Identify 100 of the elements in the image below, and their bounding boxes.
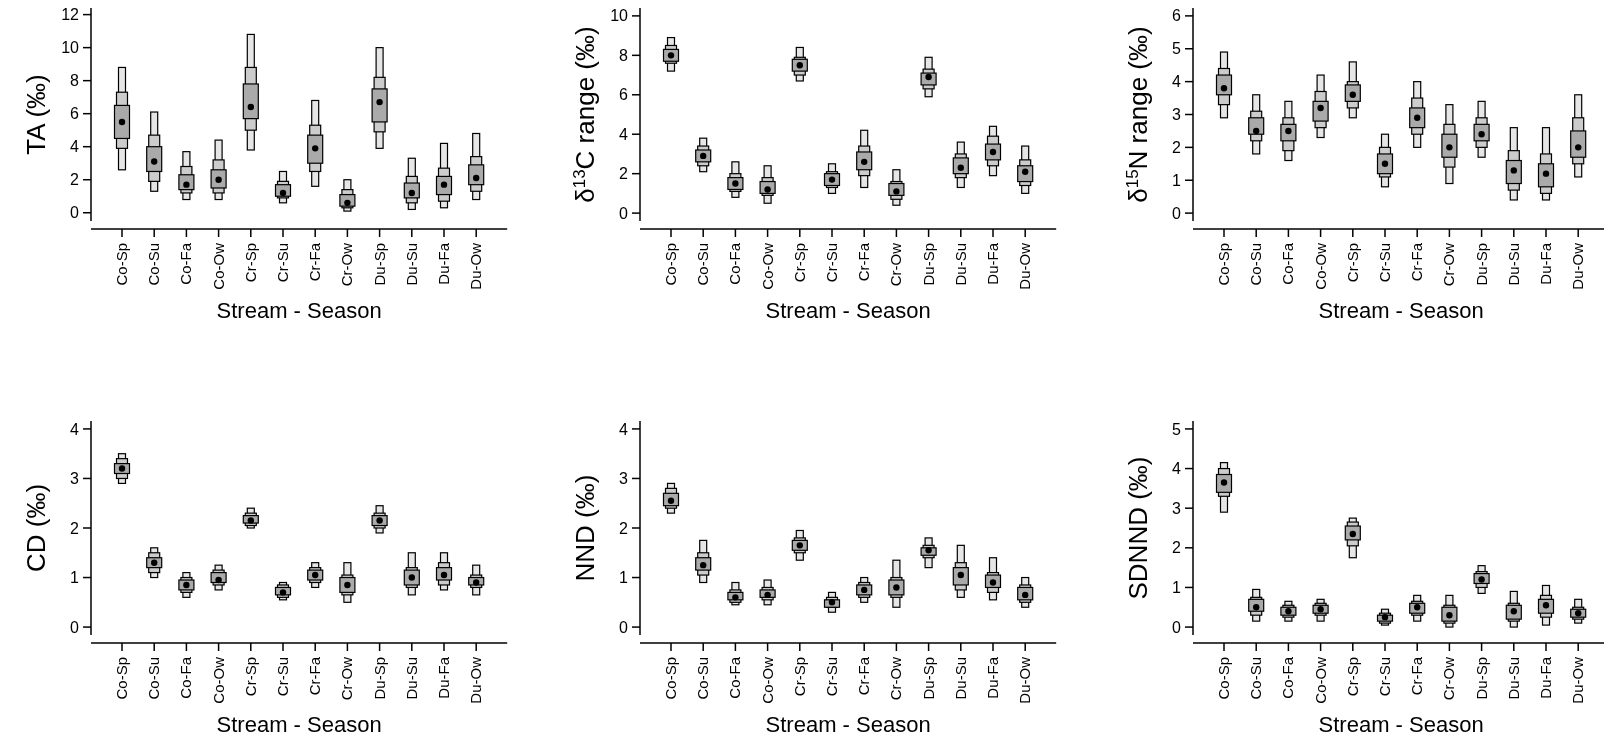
x-tick-label: Du-Fa [435,656,452,699]
y-tick-label: 8 [70,72,80,90]
x-tick-label: Du-Fa [984,242,1001,285]
y-axis-title: TA (‰) [21,74,51,155]
y-tick-label: 1 [1172,579,1182,597]
x-tick-label: Co-Ow [209,242,227,290]
x-tick-label: Cr-Fa [1408,656,1426,696]
x-tick-label: Du-Su [951,243,969,286]
y-tick-label: 4 [619,420,629,438]
x-tick-label: Du-Fa [435,242,452,285]
y-tick-label: 2 [619,519,629,537]
x-tick-label: Co-Ow [758,656,776,704]
x-tick-label: Du-Sp [370,243,388,286]
x-tick-label: Du-Fa [984,656,1001,699]
x-tick-label: Cr-Ow [887,656,905,701]
x-tick-label: Cr-Su [274,657,291,697]
x-tick-label: Cr-Su [823,243,840,283]
x-tick-label: Co-Su [694,657,712,700]
x-axis-title: Stream - Season [765,298,931,323]
x-tick-label: Cr-Ow [338,656,356,701]
x-tick-label: Co-Ow [209,656,227,704]
y-tick-label: 0 [1172,618,1182,636]
x-tick-label: Co-Ow [1311,656,1329,704]
x-tick-label: Du-Ow [1569,242,1587,290]
x-tick-label: Cr-Su [823,657,840,697]
y-tick-label: 2 [619,165,629,183]
x-tick-label: Du-Su [402,243,420,286]
x-tick-label: Cr-Sp [241,243,259,283]
y-tick-label: 1 [70,569,80,587]
x-tick-label: Cr-Sp [790,657,808,697]
y-tick-label: 5 [1172,420,1182,438]
y-tick-label: 4 [1172,73,1182,91]
x-tick-label: Co-Fa [1279,242,1297,285]
y-tick-label: 0 [619,204,629,222]
y-tick-label: 0 [1172,204,1182,222]
x-tick-label: Co-Su [1247,657,1265,700]
x-tick-label: Co-Ow [758,242,776,290]
x-tick-label: Du-Ow [1016,242,1034,290]
y-tick-label: 0 [70,618,80,636]
y-tick-label: 0 [619,618,629,636]
x-axis-title: Stream - Season [765,712,931,737]
y-tick-label: 2 [1172,539,1182,557]
x-tick-label: Cr-Su [1376,243,1393,283]
y-tick-label: 10 [61,39,80,57]
x-tick-label: Cr-Fa [855,242,873,282]
x-tick-label: Du-Ow [467,242,485,290]
y-tick-label: 3 [619,470,629,488]
x-axis-title: Stream - Season [1318,298,1484,323]
y-tick-label: 2 [70,171,80,189]
x-tick-label: Co-Sp [113,657,130,700]
x-tick-label: Du-Sp [370,657,388,700]
y-tick-label: 8 [619,46,629,64]
x-tick-label: Cr-Fa [306,242,324,282]
x-tick-label: Cr-Ow [338,242,356,287]
x-tick-label: Du-Fa [1537,656,1554,699]
y-tick-label: 5 [1172,40,1182,58]
x-tick-label: Cr-Ow [1440,242,1458,287]
y-tick-label: 3 [1172,499,1182,517]
x-tick-label: Cr-Sp [241,657,259,697]
y-tick-label: 6 [70,105,80,123]
x-tick-label: Cr-Sp [790,243,808,283]
x-tick-label: Du-Su [1504,243,1522,286]
x-tick-label: Co-Su [145,657,163,700]
y-tick-label: 3 [70,470,80,488]
y-tick-label: 6 [1172,7,1182,25]
x-tick-label: Co-Sp [1215,657,1232,700]
y-tick-label: 4 [1172,460,1182,478]
x-tick-label: Cr-Fa [306,656,324,696]
x-tick-label: Co-Fa [726,242,744,285]
x-tick-label: Co-Fa [177,242,195,285]
y-tick-label: 10 [610,7,629,25]
y-tick-label: 4 [70,420,80,438]
y-tick-label: 2 [1172,138,1182,156]
x-tick-label: Du-Sp [919,243,937,286]
y-tick-label: 4 [70,138,80,156]
x-tick-label: Du-Su [1504,657,1522,700]
y-tick-label: 6 [619,86,629,104]
x-tick-label: Du-Su [951,657,969,700]
y-axis-title: CD (‰) [21,483,51,573]
x-axis-title: Stream - Season [1318,712,1484,737]
y-tick-label: 3 [1172,106,1182,124]
y-tick-label: 12 [61,6,80,24]
y-tick-label: 0 [70,204,80,222]
x-tick-label: Cr-Fa [1408,242,1426,282]
y-tick-label: 2 [70,519,80,537]
x-tick-label: Co-Ow [1311,242,1329,290]
x-tick-label: Du-Su [402,657,420,700]
y-tick-label: 1 [1172,171,1182,189]
x-tick-label: Co-Su [145,243,163,286]
x-tick-label: Du-Ow [1569,656,1587,704]
x-tick-label: Cr-Sp [1343,243,1361,283]
x-tick-label: Du-Sp [919,657,937,700]
y-axis-title: NND (‰) [570,474,600,582]
y-axis-title: SDNND (‰) [1123,456,1153,600]
x-tick-label: Co-Sp [113,243,130,286]
x-tick-label: Cr-Su [1376,657,1393,697]
x-axis-title: Stream - Season [216,712,382,737]
x-tick-label: Co-Su [1247,243,1265,286]
x-tick-label: Cr-Ow [1440,656,1458,701]
x-tick-label: Co-Sp [662,657,679,700]
